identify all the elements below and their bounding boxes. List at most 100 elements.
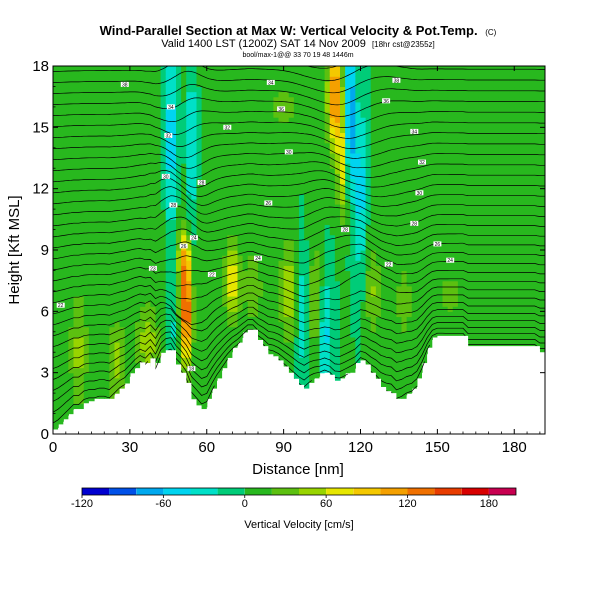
velocity-cell	[104, 132, 110, 139]
velocity-cell	[340, 362, 346, 369]
velocity-cell	[227, 142, 233, 149]
velocity-cell	[58, 168, 64, 174]
velocity-cell	[463, 275, 469, 282]
velocity-cell	[186, 152, 192, 159]
velocity-cell	[370, 147, 377, 154]
velocity-cell	[53, 311, 59, 318]
velocity-cell	[437, 204, 444, 210]
velocity-cell	[145, 326, 151, 333]
velocity-cell	[119, 234, 126, 241]
velocity-cell	[350, 209, 356, 215]
velocity-cell	[160, 163, 167, 169]
velocity-cell	[94, 178, 100, 185]
velocity-cell	[53, 347, 59, 353]
velocity-cell	[155, 229, 162, 236]
velocity-cell	[447, 81, 454, 88]
velocity-cell	[432, 71, 438, 77]
velocity-cell	[217, 127, 223, 134]
velocity-cell	[176, 112, 182, 118]
velocity-cell	[78, 290, 85, 297]
velocity-cell	[222, 209, 228, 215]
velocity-cell	[345, 101, 351, 108]
velocity-cell	[334, 127, 341, 134]
velocity-cell	[124, 306, 131, 312]
velocity-cell	[329, 331, 336, 338]
velocity-cell	[350, 173, 356, 180]
velocity-cell	[206, 147, 213, 154]
velocity-cell	[222, 270, 228, 277]
velocity-cell	[119, 178, 126, 185]
velocity-cell	[124, 377, 131, 384]
velocity-cell	[160, 142, 167, 149]
velocity-cell	[447, 152, 454, 159]
velocity-cell	[114, 275, 121, 282]
velocity-cell	[258, 290, 264, 297]
velocity-cell	[196, 147, 203, 154]
velocity-cell	[104, 224, 110, 231]
velocity-cell	[411, 193, 418, 200]
velocity-cell	[155, 152, 162, 159]
velocity-cell	[135, 112, 141, 118]
velocity-cell	[401, 168, 408, 174]
velocity-cell	[334, 117, 341, 123]
velocity-cell	[309, 178, 315, 185]
velocity-cell	[273, 352, 280, 358]
velocity-cell	[150, 183, 157, 190]
velocity-cell	[109, 188, 116, 195]
velocity-cell	[258, 137, 264, 144]
velocity-cell	[314, 66, 321, 72]
velocity-cell	[293, 347, 300, 353]
velocity-cell	[406, 209, 413, 215]
velocity-cell	[263, 290, 269, 297]
velocity-cell	[232, 147, 239, 154]
velocity-cell	[94, 255, 100, 261]
velocity-cell	[94, 270, 100, 277]
velocity-cell	[196, 321, 203, 328]
velocity-cell	[304, 290, 310, 297]
velocity-cell	[196, 229, 203, 236]
velocity-cell	[119, 290, 126, 297]
velocity-cell	[129, 326, 136, 333]
velocity-cell	[432, 81, 438, 88]
velocity-cell	[416, 367, 423, 374]
velocity-cell	[457, 219, 464, 226]
velocity-cell	[211, 127, 218, 134]
velocity-cell	[473, 178, 479, 185]
velocity-cell	[309, 321, 315, 328]
velocity-cell	[365, 112, 372, 118]
velocity-cell	[211, 377, 218, 384]
velocity-cell	[406, 260, 413, 266]
velocity-cell	[386, 270, 392, 277]
velocity-cell	[329, 91, 336, 98]
velocity-cell	[53, 168, 59, 174]
velocity-cell	[386, 112, 392, 118]
velocity-cell	[381, 224, 387, 231]
velocity-cell	[252, 316, 259, 323]
velocity-cell	[68, 86, 75, 93]
velocity-cell	[416, 209, 423, 215]
velocity-cell	[140, 163, 146, 169]
velocity-cell	[88, 367, 95, 374]
velocity-cell	[319, 285, 326, 292]
velocity-cell	[237, 173, 244, 180]
velocity-cell	[375, 122, 382, 128]
velocity-cell	[135, 117, 141, 123]
velocity-cell	[170, 132, 177, 139]
velocity-cell	[463, 244, 469, 251]
velocity-cell	[99, 173, 105, 180]
velocity-cell	[350, 260, 356, 266]
velocity-cell	[401, 96, 408, 103]
velocity-cell	[201, 260, 208, 266]
velocity-cell	[350, 204, 356, 210]
velocity-cell	[437, 117, 444, 123]
velocity-cell	[360, 352, 367, 358]
velocity-cell	[160, 347, 167, 353]
velocity-cell	[416, 347, 423, 353]
velocity-cell	[58, 188, 64, 195]
velocity-cell	[345, 183, 351, 190]
velocity-cell	[222, 265, 228, 272]
velocity-cell	[463, 316, 469, 323]
velocity-cell	[452, 188, 459, 195]
velocity-cell	[201, 96, 208, 103]
velocity-cell	[63, 403, 69, 410]
